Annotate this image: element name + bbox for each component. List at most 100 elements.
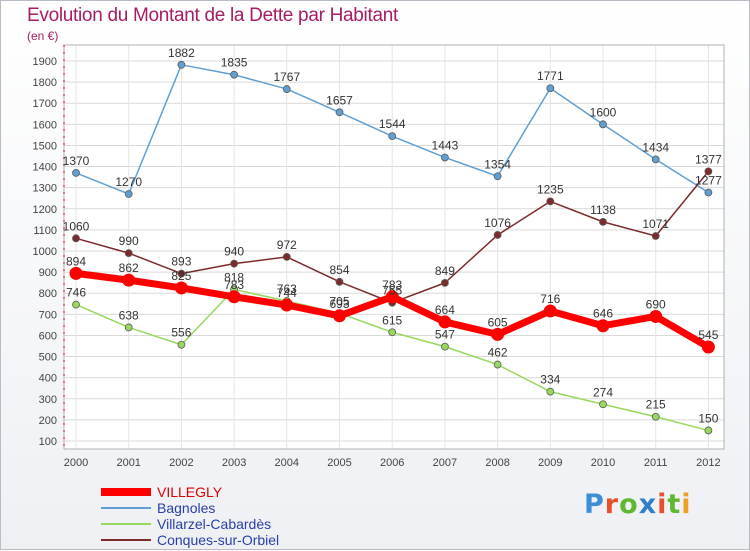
plot-frame [63, 44, 725, 450]
data-label: 1771 [537, 69, 564, 83]
x-tick-label: 2004 [275, 457, 299, 469]
x-tick-label: 2001 [116, 457, 140, 469]
data-label: 1600 [590, 105, 617, 119]
data-label: 862 [119, 261, 139, 275]
data-point [230, 259, 239, 268]
y-tick-label: 300 [39, 394, 57, 406]
x-tick-label: 2002 [169, 457, 193, 469]
data-point [388, 328, 397, 337]
data-point [388, 132, 397, 141]
data-label: 746 [66, 286, 86, 300]
data-label: 638 [119, 308, 139, 322]
y-tick-label: 400 [39, 373, 57, 385]
logo-letter: i [657, 489, 668, 520]
data-label: 605 [488, 315, 508, 329]
data-point [227, 290, 241, 304]
x-tick-label: 2009 [538, 457, 562, 469]
data-point [72, 234, 80, 243]
y-tick-label: 1800 [33, 77, 57, 89]
data-point [124, 249, 133, 258]
data-point [440, 153, 449, 162]
data-point [546, 84, 555, 93]
data-label: 1377 [695, 152, 722, 166]
data-point [701, 340, 715, 354]
data-point [704, 426, 713, 435]
legend-label: Villarzel-Cabardès [157, 516, 271, 532]
data-label: 462 [488, 346, 508, 360]
data-label: 1060 [63, 219, 90, 233]
data-point [493, 360, 502, 369]
y-tick-label: 900 [39, 267, 57, 279]
data-point [333, 309, 346, 323]
data-point [72, 300, 80, 309]
logo-letter: o [619, 489, 639, 520]
x-tick-label: 2006 [380, 457, 404, 469]
data-label: 556 [171, 326, 191, 340]
data-label: 615 [382, 313, 402, 327]
data-point [546, 197, 555, 206]
data-label: 755 [382, 284, 402, 298]
legend-label: Bagnoles [157, 500, 215, 516]
data-label: 854 [329, 263, 349, 277]
data-label: 705 [329, 294, 349, 308]
logo-letter: t [667, 489, 682, 520]
data-label: 1071 [642, 217, 669, 231]
y-tick-label: 1300 [33, 183, 57, 195]
data-point [651, 155, 660, 164]
x-tick-label: 2010 [591, 457, 615, 469]
y-tick-label: 200 [39, 415, 57, 427]
data-label: 783 [382, 278, 402, 292]
data-point [599, 217, 607, 226]
data-label: 1277 [695, 174, 722, 188]
data-label: 1270 [115, 175, 142, 189]
data-point [651, 232, 660, 240]
y-tick-label: 800 [39, 288, 57, 300]
data-point [124, 323, 133, 332]
data-point [282, 85, 291, 93]
chart-subtitle: (en €) [27, 29, 59, 43]
data-point [704, 167, 713, 176]
data-label: 1370 [63, 154, 90, 168]
data-label: 150 [698, 411, 718, 425]
data-label: 1657 [326, 93, 353, 107]
y-tick-label: 1600 [33, 119, 57, 131]
data-label: 1443 [432, 138, 459, 152]
data-label: 690 [646, 297, 666, 311]
data-point [335, 108, 344, 117]
data-label: 940 [224, 245, 244, 259]
data-point [69, 266, 83, 280]
data-point [596, 319, 610, 333]
data-point [177, 269, 186, 278]
data-point [177, 340, 186, 349]
logo-letter: x [638, 489, 658, 520]
data-point [599, 400, 607, 409]
data-label: 1354 [484, 157, 511, 171]
chart-title: Evolution du Montant de la Dette par Hab… [27, 5, 398, 26]
legend-label: Conques-sur-Orbiel [157, 532, 279, 548]
legend-label: VILLEGLY [157, 484, 223, 500]
y-tick-label: 100 [39, 436, 57, 448]
plot-area [64, 45, 724, 449]
data-label: 1835 [221, 56, 248, 70]
logo-letter: i [681, 489, 692, 520]
data-point [174, 281, 188, 295]
data-label: 545 [698, 328, 718, 342]
y-tick-label: 1400 [33, 162, 57, 174]
y-tick-label: 700 [39, 309, 57, 321]
data-label: 893 [171, 255, 191, 269]
data-point [230, 70, 239, 79]
data-label: 849 [435, 264, 455, 278]
data-point [493, 231, 502, 239]
data-point [72, 168, 80, 177]
data-point [282, 253, 291, 261]
y-tick-label: 1500 [33, 140, 57, 152]
data-label: 547 [435, 328, 455, 342]
data-point [493, 172, 502, 181]
data-label: 818 [224, 270, 244, 284]
logo-letter: P [584, 489, 605, 520]
data-point [543, 304, 557, 318]
data-point [385, 290, 399, 304]
data-label: 1882 [168, 46, 195, 60]
data-point [124, 190, 133, 198]
